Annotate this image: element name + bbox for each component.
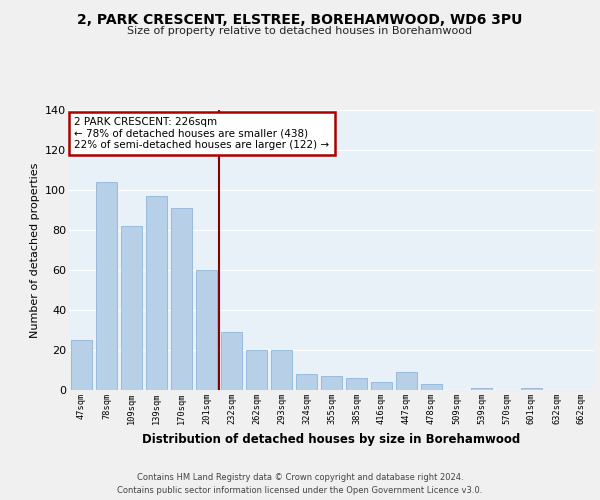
Bar — [296, 374, 317, 390]
Bar — [321, 376, 342, 390]
Text: 2 PARK CRESCENT: 226sqm
← 78% of detached houses are smaller (438)
22% of semi-d: 2 PARK CRESCENT: 226sqm ← 78% of detache… — [74, 117, 329, 150]
Bar — [71, 340, 92, 390]
Bar — [171, 208, 192, 390]
Bar — [121, 226, 142, 390]
Bar — [396, 372, 417, 390]
Text: Size of property relative to detached houses in Borehamwood: Size of property relative to detached ho… — [127, 26, 473, 36]
Bar — [521, 388, 542, 390]
Bar — [221, 332, 242, 390]
Text: 2, PARK CRESCENT, ELSTREE, BOREHAMWOOD, WD6 3PU: 2, PARK CRESCENT, ELSTREE, BOREHAMWOOD, … — [77, 12, 523, 26]
Bar — [371, 382, 392, 390]
Bar — [146, 196, 167, 390]
Y-axis label: Number of detached properties: Number of detached properties — [29, 162, 40, 338]
Bar — [96, 182, 117, 390]
Bar — [346, 378, 367, 390]
X-axis label: Distribution of detached houses by size in Borehamwood: Distribution of detached houses by size … — [142, 432, 521, 446]
Bar — [471, 388, 492, 390]
Bar — [196, 270, 217, 390]
Text: Contains HM Land Registry data © Crown copyright and database right 2024.
Contai: Contains HM Land Registry data © Crown c… — [118, 474, 482, 495]
Bar — [271, 350, 292, 390]
Bar — [421, 384, 442, 390]
Bar — [246, 350, 267, 390]
